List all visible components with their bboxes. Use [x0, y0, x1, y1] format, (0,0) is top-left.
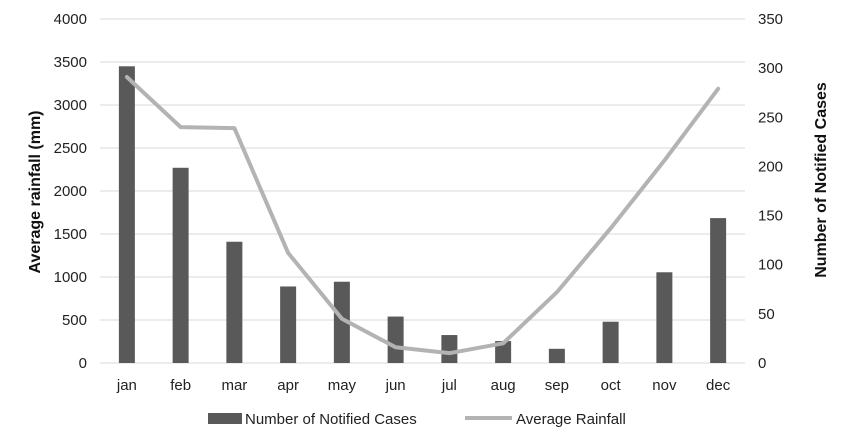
bar [441, 335, 458, 363]
left-tick-label: 0 [79, 355, 87, 372]
legend-swatch-cases [208, 413, 242, 424]
right-tick-label: 100 [758, 257, 783, 274]
bar [710, 218, 727, 363]
legend-label-rainfall: Average Rainfall [516, 411, 626, 428]
rainfall-line [124, 74, 721, 356]
bar [656, 272, 673, 363]
x-tick-label: may [328, 377, 357, 394]
left-tick-label: 1000 [54, 269, 87, 286]
right-tick-label: 200 [758, 158, 783, 175]
x-tick-label: dec [706, 377, 731, 394]
x-tick-label: nov [652, 377, 677, 394]
x-tick-label: jan [116, 377, 137, 394]
bar [495, 341, 512, 363]
line-series [124, 74, 721, 356]
right-tick-label: 250 [758, 109, 783, 126]
x-tick-label: feb [170, 377, 191, 394]
bar [118, 66, 135, 364]
bar [172, 167, 189, 363]
left-tick-label: 2000 [54, 183, 87, 200]
left-axis: 0 500 1000 1500 2000 2500 3000 3500 4000 [54, 11, 87, 372]
left-tick-label: 3500 [54, 54, 87, 71]
bar [548, 348, 565, 363]
x-tick-label: mar [221, 377, 247, 394]
x-axis: jan feb mar apr may jun jul aug sep oct nov dec [116, 377, 731, 394]
bar-series [118, 66, 727, 364]
left-tick-label: 3000 [54, 97, 87, 114]
legend: Number of Notified Cases Average Rainfal… [208, 411, 626, 428]
left-tick-label: 1500 [54, 226, 87, 243]
left-tick-label: 2500 [54, 140, 87, 157]
x-tick-label: apr [277, 377, 299, 394]
bar [226, 241, 243, 363]
x-tick-label: aug [491, 377, 516, 394]
right-axis: 0 50 100 150 200 250 300 350 [758, 11, 783, 372]
left-tick-label: 4000 [54, 11, 87, 28]
bar [280, 286, 297, 363]
right-tick-label: 150 [758, 208, 783, 225]
x-tick-label: sep [545, 377, 569, 394]
x-tick-label: jun [385, 377, 406, 394]
bar [333, 281, 350, 363]
left-axis-title: Average rainfall (mm) [27, 110, 44, 273]
legend-label-cases: Number of Notified Cases [245, 411, 417, 428]
right-tick-label: 50 [758, 306, 775, 323]
bar [387, 316, 404, 363]
left-tick-label: 500 [62, 312, 87, 329]
right-tick-label: 350 [758, 11, 783, 28]
gridlines [100, 18, 745, 364]
bar [602, 321, 619, 363]
right-axis-title: Number of Notified Cases [813, 82, 830, 278]
x-tick-label: oct [601, 377, 622, 394]
x-tick-label: jul [441, 377, 457, 394]
right-tick-label: 0 [758, 355, 766, 372]
right-tick-label: 300 [758, 60, 783, 77]
